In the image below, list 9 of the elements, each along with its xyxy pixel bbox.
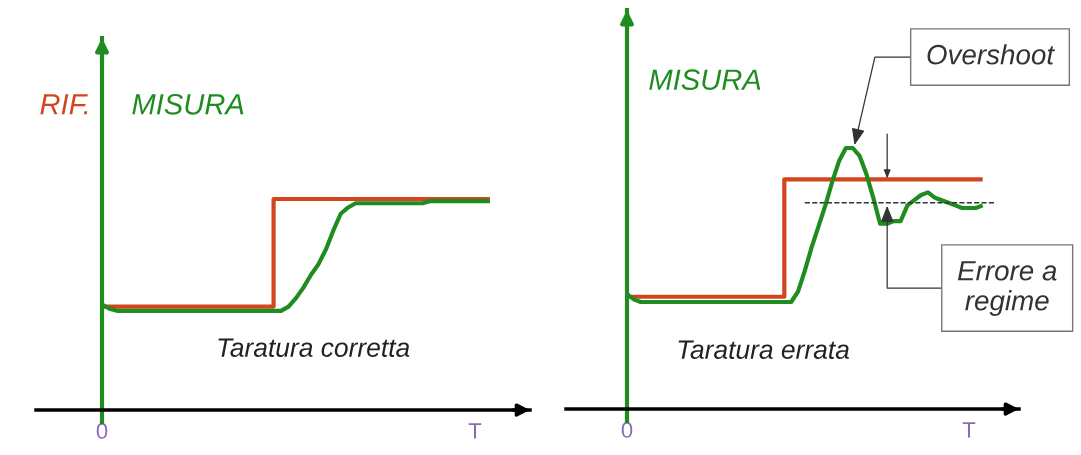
- text: RIF.: [40, 94, 88, 115]
- text: MISURA: [132, 93, 244, 115]
- x-tick-label: T: [468, 423, 482, 439]
- text: Overshoot: [927, 44, 1056, 65]
- annotation: Taratura errata: [678, 340, 849, 359]
- text: MISURA: [649, 69, 761, 90]
- annotation: Taratura corretta: [218, 338, 410, 357]
- annotation: Errore a regime: [957, 261, 1057, 316]
- x-tick-label: T: [962, 422, 976, 438]
